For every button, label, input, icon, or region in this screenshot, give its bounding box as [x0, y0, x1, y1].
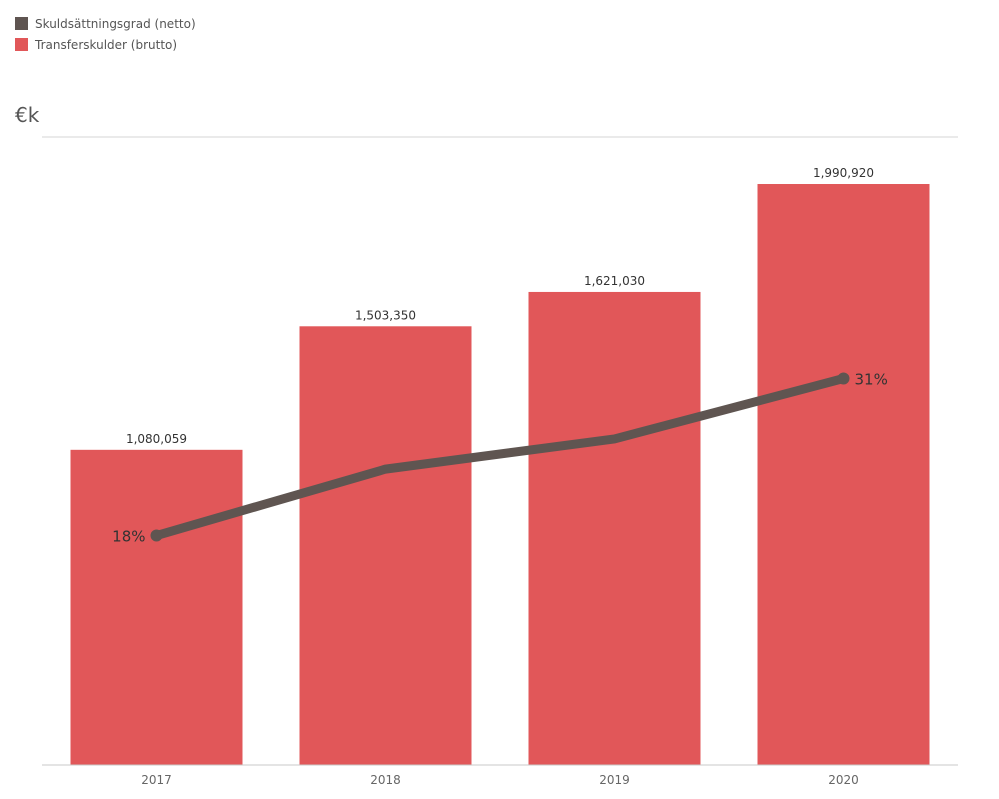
legend-item-line[interactable]: Skuldsättningsgrad (netto) — [15, 13, 196, 34]
line-series — [152, 374, 848, 541]
x-tick-label: 2020 — [828, 773, 859, 787]
legend-item-bar[interactable]: Transferskulder (brutto) — [15, 34, 196, 55]
bar — [757, 184, 930, 766]
x-tick-label: 2018 — [370, 773, 401, 787]
legend: Skuldsättningsgrad (netto) Transferskuld… — [15, 13, 196, 55]
legend-swatch-line — [15, 17, 28, 30]
line-point — [837, 372, 850, 385]
bar — [528, 291, 701, 765]
line-data-label: 31% — [855, 371, 888, 389]
legend-swatch-bar — [15, 38, 28, 51]
legend-label: Skuldsättningsgrad (netto) — [35, 16, 196, 31]
line-point — [150, 529, 163, 542]
bar — [299, 326, 472, 765]
x-tick-label: 2017 — [141, 773, 172, 787]
bar — [70, 449, 243, 765]
bar-data-label: 1,990,920 — [813, 166, 874, 180]
legend-label: Transferskulder (brutto) — [35, 37, 178, 52]
bar-data-label: 1,621,030 — [584, 274, 645, 288]
bar-data-label: 1,503,350 — [355, 308, 416, 322]
x-tick-label: 2019 — [599, 773, 630, 787]
line-data-label: 18% — [112, 528, 145, 546]
bar-data-label: 1,080,059 — [126, 432, 187, 446]
y-axis-unit-label: €k — [15, 103, 40, 127]
